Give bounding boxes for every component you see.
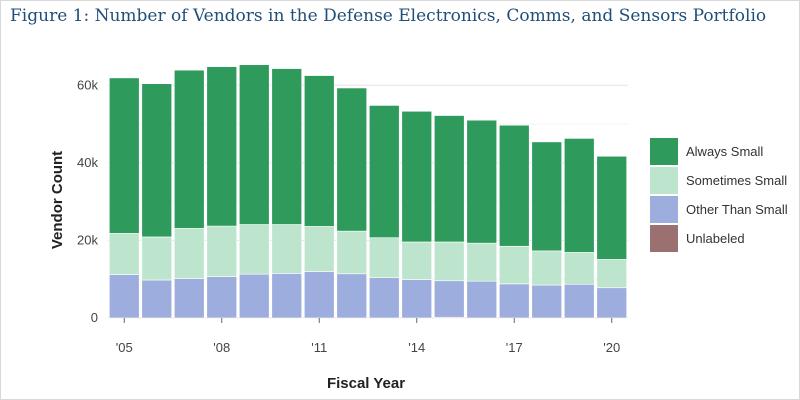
y-tick-label: 40k — [77, 155, 98, 170]
x-tick-label: '11 — [311, 340, 327, 355]
bar-other-than-small-2016 — [466, 280, 497, 319]
y-tick-label: 0 — [91, 310, 98, 325]
bar-always-small-2018 — [531, 141, 562, 252]
bar-sometimes-small-2013 — [368, 237, 400, 278]
x-tick-label: '08 — [213, 340, 230, 355]
bar-sometimes-small-2006 — [141, 236, 173, 281]
x-axis-ticks: '05 '08 '11 '14 '17 '20 — [116, 318, 620, 355]
bar-sometimes-small-2014 — [401, 241, 432, 280]
bar-other-than-small-2012 — [336, 273, 367, 319]
bar-sometimes-small-2015 — [433, 241, 465, 282]
bar-always-small-2010 — [271, 68, 302, 225]
y-tick-label: 60k — [77, 77, 98, 92]
bar-always-small-2017 — [498, 124, 530, 247]
bar-always-small-2015 — [433, 115, 465, 243]
bar-sometimes-small-2019 — [563, 252, 595, 285]
legend: Always Small Sometimes Small Other Than Sm… — [650, 138, 788, 252]
chart-title: Figure 1: Number of Vendors in the Defen… — [10, 6, 767, 26]
y-tick-label: 20k — [77, 232, 98, 247]
bar-always-small-2005 — [109, 77, 140, 234]
legend-label: Always Small — [686, 144, 763, 159]
bar-always-small-2020 — [596, 155, 627, 260]
bar-other-than-small-2006 — [141, 279, 173, 319]
bar-always-small-2011 — [303, 75, 335, 227]
bar-always-small-2014 — [401, 110, 432, 243]
bar-sometimes-small-2005 — [109, 233, 140, 275]
bar-other-than-small-2011 — [303, 271, 335, 319]
bar-other-than-small-2015 — [433, 280, 465, 318]
bar-always-small-2016 — [466, 119, 497, 244]
bar-sometimes-small-2018 — [531, 250, 562, 286]
legend-label: Sometimes Small — [686, 173, 787, 188]
bar-other-than-small-2013 — [368, 277, 400, 319]
x-tick-label: '17 — [506, 340, 523, 355]
bar-always-small-2012 — [336, 87, 367, 232]
bar-sometimes-small-2011 — [303, 226, 335, 272]
bar-sometimes-small-2012 — [336, 230, 367, 275]
x-tick-label: '20 — [603, 340, 620, 355]
bar-other-than-small-2019 — [563, 283, 595, 319]
legend-key-always-small — [650, 138, 678, 165]
y-axis-label: Vendor Count — [49, 151, 66, 249]
legend-key-sometimes-small — [650, 167, 678, 194]
bar-always-small-2006 — [141, 83, 173, 238]
bar-other-than-small-2007 — [174, 278, 205, 319]
x-axis-label: Fiscal Year — [327, 375, 405, 392]
bar-other-than-small-2020 — [596, 287, 627, 319]
legend-label: Other Than Small — [686, 202, 788, 217]
legend-key-unlabeled — [650, 225, 678, 252]
bars — [109, 64, 627, 319]
bar-always-small-2019 — [563, 138, 595, 253]
bar-always-small-2008 — [206, 66, 238, 227]
bar-sometimes-small-2008 — [206, 225, 238, 277]
bar-other-than-small-2014 — [401, 279, 432, 319]
y-axis-ticks: 0 20k 40k 60k — [77, 77, 98, 325]
bar-other-than-small-2005 — [109, 274, 140, 319]
bar-sometimes-small-2009 — [239, 224, 270, 275]
legend-key-other-than-small — [650, 196, 678, 223]
bar-other-than-small-2008 — [206, 276, 238, 319]
bar-always-small-2007 — [174, 69, 205, 229]
bar-sometimes-small-2016 — [466, 242, 497, 282]
bar-other-than-small-2018 — [531, 284, 562, 319]
bar-sometimes-small-2020 — [596, 259, 627, 289]
bar-other-than-small-2017 — [498, 283, 530, 319]
x-tick-label: '05 — [116, 340, 133, 355]
legend-label: Unlabeled — [686, 231, 745, 246]
bar-always-small-2009 — [239, 64, 270, 225]
bar-other-than-small-2010 — [271, 273, 302, 319]
bar-sometimes-small-2007 — [174, 228, 205, 279]
bar-always-small-2013 — [368, 105, 400, 239]
bar-sometimes-small-2010 — [271, 224, 302, 274]
bar-other-than-small-2009 — [239, 273, 270, 319]
bar-sometimes-small-2017 — [498, 245, 530, 285]
x-tick-label: '14 — [408, 340, 425, 355]
